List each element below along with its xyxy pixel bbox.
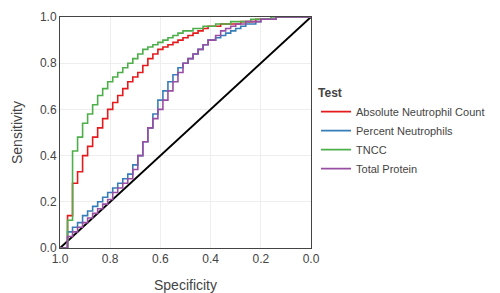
- svg-text:0.0: 0.0: [40, 241, 57, 255]
- svg-text:1.0: 1.0: [52, 252, 69, 266]
- svg-text:Percent Neutrophils: Percent Neutrophils: [356, 125, 453, 137]
- svg-text:Sensitivity: Sensitivity: [9, 101, 25, 164]
- svg-text:0.4: 0.4: [202, 252, 219, 266]
- svg-text:0.4: 0.4: [40, 149, 57, 163]
- svg-text:0.0: 0.0: [303, 252, 320, 266]
- svg-text:Test: Test: [318, 86, 342, 100]
- svg-text:TNCC: TNCC: [356, 144, 387, 156]
- svg-text:0.8: 0.8: [40, 56, 57, 70]
- svg-text:0.8: 0.8: [102, 252, 119, 266]
- svg-text:0.2: 0.2: [252, 252, 269, 266]
- svg-text:Total Protein: Total Protein: [356, 163, 417, 175]
- svg-text:1.0: 1.0: [40, 10, 57, 24]
- svg-text:0.6: 0.6: [152, 252, 169, 266]
- svg-text:Specificity: Specificity: [154, 277, 217, 293]
- svg-text:0.6: 0.6: [40, 103, 57, 117]
- svg-text:Absolute Neutrophil Count: Absolute Neutrophil Count: [356, 106, 484, 118]
- svg-text:0.2: 0.2: [40, 195, 57, 209]
